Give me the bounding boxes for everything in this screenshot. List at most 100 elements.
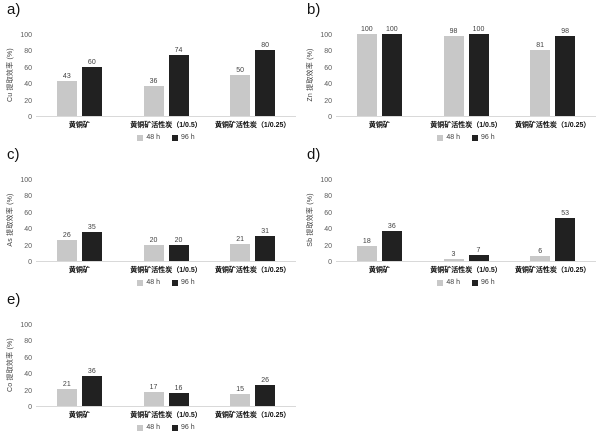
category-label: 黄铜矿 [68,267,90,274]
legend-label: 96 h [181,134,195,141]
legend-item: 96 h [472,279,495,286]
x-axis-labels: 黄铜矿 黄铜矿活性炭（1/0.5） 黄铜矿活性炭（1/0.25） [36,265,296,275]
bar-value-label: 20 [174,236,183,244]
chart-panel-e: e) Co 提取效率 (%) 0 20 40 60 80 100 21 36 17 16 15 26 黄铜矿… [0,290,300,447]
category-label: 黄铜矿 [68,122,90,129]
y-tick-label: 40 [24,226,32,234]
plot-row: 0 20 40 60 80 100 43 60 36 74 50 80 [16,22,296,121]
y-tick-label: 40 [24,81,32,89]
bar-value-label: 6 [538,248,543,256]
bar-value-label: 43 [62,72,71,80]
y-axis: 0 20 40 60 80 100 [316,177,336,266]
legend-swatch [472,134,478,141]
y-tick-label: 60 [324,209,332,217]
legend-item: 48 h [137,279,160,286]
legend-swatch [172,134,178,141]
legend: 48 h 96 h [36,134,296,141]
bar-value-label: 3 [451,250,456,258]
category-label: 黄铜矿活性炭（1/0.25） [214,267,291,274]
legend-item: 96 h [172,279,195,286]
y-tick-label: 0 [328,114,332,121]
y-tick-label: 60 [324,64,332,72]
y-tick-label: 20 [324,97,332,105]
y-axis: 0 20 40 60 80 100 [16,32,36,121]
plot-row: 0 20 40 60 80 100 100 100 98 100 81 98 [316,22,596,121]
y-tick-label: 80 [24,338,32,346]
chart-main: 0 20 40 60 80 100 18 36 3 7 6 53 黄铜矿 黄铜矿活性炭（1/0.5） 黄铜矿… [316,167,596,286]
bar-96h: 7 [468,247,489,261]
y-tick-label: 0 [28,259,32,266]
legend-swatch [137,424,144,431]
chart-panel-a: a) Cu 提取效率 (%) 0 20 40 60 80 100 43 60 36 74 50 80 黄铜矿… [0,0,300,145]
legend-label: 48 h [146,279,160,286]
bar-48h: 36 [143,78,164,116]
bar-48h: 100 [356,26,377,116]
bar-group: 26 35 [36,179,123,261]
legend-label: 48 h [446,134,460,141]
y-tick-label: 40 [24,371,32,379]
bar-value-label: 60 [87,58,96,66]
y-tick-label: 20 [324,242,332,250]
x-axis-labels: 黄铜矿 黄铜矿活性炭（1/0.5） 黄铜矿活性炭（1/0.25） [336,120,596,130]
legend-label: 48 h [446,279,460,286]
y-tick-label: 60 [24,64,32,72]
bar-group: 21 36 [36,324,123,406]
legend-item: 96 h [172,134,195,141]
legend-swatch [437,279,444,286]
chart-body: As 提取效率 (%) 0 20 40 60 80 100 26 35 20 20 21 31 黄铜矿 黄铜… [4,167,296,286]
y-axis-title: Sb 提取效率 (%) [304,167,316,261]
legend: 48 h 96 h [336,134,596,141]
category-label: 黄铜矿 [368,122,390,129]
bar-96h: 98 [555,28,576,116]
plot-area: 18 36 3 7 6 53 [336,179,596,262]
category-label: 黄铜矿 [368,267,390,274]
y-tick-label: 100 [20,177,32,184]
x-axis-labels: 黄铜矿 黄铜矿活性炭（1/0.5） 黄铜矿活性炭（1/0.25） [36,120,296,130]
y-axis-title: As 提取效率 (%) [4,167,16,261]
plot-row: 0 20 40 60 80 100 21 36 17 16 15 26 [16,312,296,411]
plot-area: 21 36 17 16 15 26 [36,324,296,407]
chart-panel-d: d) Sb 提取效率 (%) 0 20 40 60 80 100 18 36 3 7 6 53 黄铜矿 黄铜矿… [300,145,600,290]
bar-96h: 35 [81,224,102,261]
y-tick-label: 100 [20,322,32,329]
legend-item: 48 h [437,279,460,286]
y-axis-title: Co 提取效率 (%) [4,312,16,406]
chart-panel-b: b) Zn 提取效率 (%) 0 20 40 60 80 100 100 100 98 100 81 98… [300,0,600,145]
bar-group: 81 98 [509,28,596,116]
legend-label: 96 h [181,424,195,431]
y-tick-label: 20 [24,387,32,395]
y-axis-title-text: Cu 提取效率 (%) [7,47,14,102]
plot-area: 100 100 98 100 81 98 [336,26,596,117]
bar-value-label: 20 [149,236,158,244]
bar-96h: 36 [81,368,102,406]
bar-48h: 50 [230,67,251,116]
legend-item: 48 h [137,134,160,141]
panel-letter: c) [7,146,20,163]
x-axis-labels: 黄铜矿 黄铜矿活性炭（1/0.5） 黄铜矿活性炭（1/0.25） [36,410,296,420]
y-tick-label: 20 [24,97,32,105]
chart-main: 0 20 40 60 80 100 100 100 98 100 81 98 黄铜矿 黄铜矿活性炭（1/0… [316,22,596,141]
chart-main: 0 20 40 60 80 100 43 60 36 74 50 80 黄铜矿 黄铜矿活性炭（1/0.5）… [16,22,296,141]
bar-group: 18 36 [336,179,423,261]
bar-value-label: 80 [261,42,270,50]
bar-48h: 81 [530,42,551,116]
y-axis: 0 20 40 60 80 100 [316,32,336,121]
y-tick-label: 20 [24,242,32,250]
bar-48h: 17 [143,384,164,406]
y-tick-label: 60 [24,354,32,362]
bar-value-label: 17 [149,384,158,392]
bar-96h: 53 [555,210,576,261]
y-axis-title: Cu 提取效率 (%) [4,22,16,116]
bar-48h: 21 [56,381,77,406]
y-axis: 0 20 40 60 80 100 [16,322,36,411]
y-tick-label: 60 [24,209,32,217]
bar-48h: 20 [143,237,164,261]
legend-swatch [437,134,444,141]
bar-48h: 98 [443,28,464,116]
panel-letter: b) [307,1,321,18]
y-axis-title-text: Co 提取效率 (%) [7,337,14,392]
bar-96h: 36 [381,223,402,261]
y-tick-label: 100 [20,32,32,39]
